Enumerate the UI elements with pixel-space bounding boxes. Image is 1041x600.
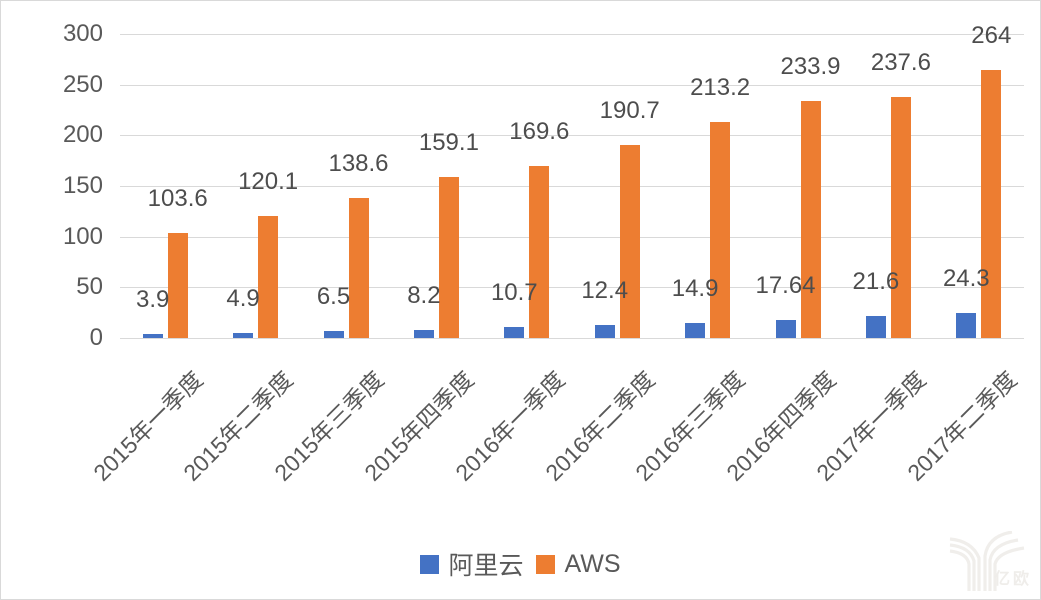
bar-alibaba-cloud (233, 333, 254, 338)
gridline (120, 186, 1024, 187)
data-label: 3.9 (136, 286, 170, 314)
y-axis-tick-label: 300 (62, 20, 103, 47)
data-label: 103.6 (147, 185, 208, 213)
data-label: 264 (971, 22, 1012, 50)
data-label: 233.9 (780, 52, 841, 80)
legend-item-aws: AWS (536, 549, 621, 579)
bar-aws (529, 166, 550, 338)
legend-swatch-alibaba-cloud (420, 554, 440, 574)
data-label: 190.7 (599, 96, 660, 124)
bar-alibaba-cloud (413, 329, 434, 338)
y-axis-tick-label: 100 (62, 222, 103, 250)
data-label: 4.9 (226, 285, 260, 313)
data-label: 169.6 (509, 118, 570, 146)
bar-alibaba-cloud (775, 320, 796, 338)
y-axis-tick-label: 250 (62, 70, 103, 98)
y-axis-tick-label: 150 (62, 172, 103, 199)
bar-aws (710, 121, 731, 338)
data-label: 213.2 (690, 73, 751, 101)
bar-alibaba-cloud (142, 334, 163, 338)
bar-aws (258, 216, 279, 338)
gridline (120, 338, 1024, 339)
legend-label-alibaba-cloud: 阿里云 (448, 552, 524, 580)
legend-swatch-aws (536, 554, 556, 574)
gridline (120, 34, 1024, 35)
gridline (120, 236, 1024, 238)
bar-alibaba-cloud (956, 313, 977, 338)
data-label: 12.4 (581, 277, 629, 305)
bar-alibaba-cloud (685, 322, 706, 338)
legend-label-aws: AWS (564, 549, 621, 578)
gridline (120, 135, 1024, 137)
data-label: 159.1 (418, 128, 479, 156)
data-label: 8.2 (407, 281, 441, 309)
bar-aws (800, 100, 821, 338)
y-axis-tick-label: 200 (62, 121, 103, 149)
data-label: 138.6 (328, 149, 389, 177)
bar-aws (348, 197, 369, 338)
y-axis-tick-label: 0 (89, 324, 103, 351)
eo-logo-icon (949, 531, 1025, 591)
y-axis-tick-label: 50 (76, 273, 103, 301)
bar-alibaba-cloud (594, 325, 615, 338)
data-label: 17.64 (755, 272, 816, 300)
legend-item-alibaba-cloud: 阿里云 (420, 546, 523, 582)
bar-aws (167, 233, 188, 338)
bar-aws (619, 144, 640, 338)
data-label: 6.5 (316, 283, 351, 311)
bar-aws (981, 70, 1002, 338)
data-label: 21.6 (852, 268, 900, 296)
eo-watermark: 亿欧 (948, 531, 1036, 595)
bar-aws (438, 176, 459, 338)
bar-alibaba-cloud (323, 331, 344, 338)
bar-aws (890, 97, 911, 338)
gridline (120, 84, 1024, 86)
eo-watermark-text: 亿欧 (993, 571, 1032, 588)
bar-alibaba-cloud (504, 327, 525, 338)
gridline (120, 287, 1024, 289)
data-label: 10.7 (490, 279, 538, 307)
bar-alibaba-cloud (865, 316, 886, 338)
data-label: 120.1 (238, 168, 299, 196)
legend: 阿里云 AWS (1, 546, 1040, 582)
data-label: 24.3 (942, 265, 990, 293)
data-label: 237.6 (870, 49, 931, 77)
data-label: 14.9 (671, 274, 719, 302)
